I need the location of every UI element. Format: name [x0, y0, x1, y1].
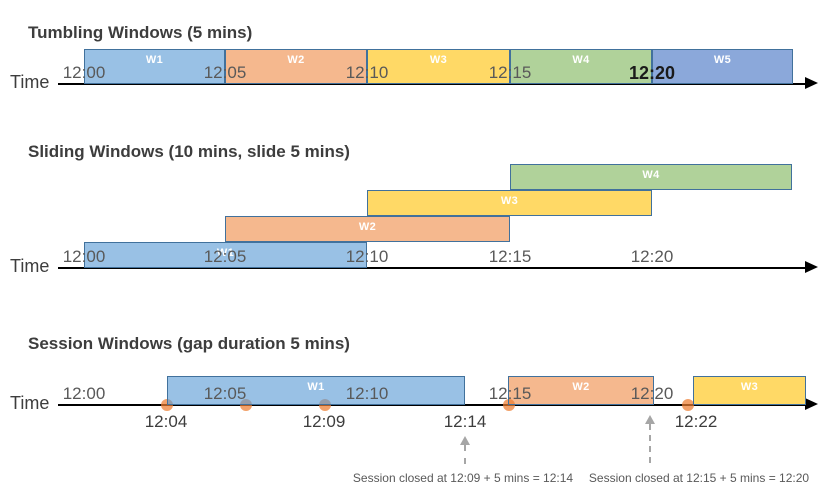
up-arrow-stem	[649, 424, 651, 463]
tick-label: 12:20	[630, 384, 674, 403]
event-time-label: 12:14	[443, 412, 487, 431]
event-time-label: 12:04	[144, 412, 188, 431]
time-axis-line-session	[58, 404, 805, 406]
session-section-title: Session Windows (gap duration 5 mins)	[28, 334, 350, 354]
up-arrow-icon	[460, 436, 470, 445]
time-axis-arrowhead-sliding	[805, 261, 818, 273]
tick-label: 12:05	[203, 247, 247, 266]
tick-label: 12:10	[345, 384, 389, 403]
tick-label: 12:20	[628, 63, 676, 83]
time-axis-arrowhead-session	[805, 398, 818, 410]
tick-label: 12:10	[345, 247, 389, 266]
window-label: W3	[500, 195, 519, 207]
session-closed-annotation: Session closed at 12:09 + 5 mins = 12:14	[352, 471, 574, 485]
window-label: W2	[287, 54, 305, 66]
window-label: W3	[429, 54, 448, 66]
window-label: W4	[642, 169, 660, 181]
window-session-w2: W2	[508, 376, 654, 405]
tick-label: 12:05	[203, 63, 247, 82]
session-closed-annotation: Session closed at 12:15 + 5 mins = 12:20	[588, 471, 810, 485]
window-tumbling-w4: W4	[510, 49, 652, 84]
time-axis-line-sliding	[58, 267, 805, 269]
tick-label: 12:15	[488, 384, 532, 403]
tick-label: 12:05	[203, 384, 247, 403]
window-label: W1	[307, 381, 325, 393]
window-sliding-w4: W4	[510, 164, 792, 190]
tick-label: 12:00	[62, 384, 106, 403]
window-tumbling-w3: W3	[367, 49, 510, 84]
up-arrow-icon	[645, 415, 655, 424]
sliding-time-axis-label: Time	[10, 256, 50, 276]
window-session-w3: W3	[693, 376, 806, 405]
sliding-section-title: Sliding Windows (10 mins, slide 5 mins)	[28, 142, 350, 162]
time-axis-arrowhead-tumbling	[805, 77, 818, 89]
tumbling-time-axis-label: Time	[10, 72, 50, 92]
up-arrow-stem	[464, 445, 466, 464]
window-tumbling-w2: W2	[225, 49, 367, 84]
window-label: W4	[572, 54, 590, 66]
tick-label: 12:00	[62, 247, 106, 266]
event-dot	[682, 399, 694, 411]
tick-label: 12:10	[345, 63, 389, 82]
window-session-w1: W1	[167, 376, 465, 405]
tick-label: 12:00	[62, 63, 106, 82]
window-tumbling-w5: W5	[652, 49, 793, 84]
window-tumbling-w1: W1	[84, 49, 225, 84]
window-label: W3	[740, 381, 759, 393]
tick-label: 12:15	[488, 63, 532, 82]
window-label: W1	[216, 247, 235, 259]
event-time-label: 12:22	[674, 412, 718, 431]
time-axis-line-tumbling	[58, 83, 805, 85]
window-label: W2	[358, 221, 377, 233]
session-time-axis-label: Time	[10, 393, 50, 413]
tick-label: 12:15	[488, 247, 532, 266]
tumbling-section-title: Tumbling Windows (5 mins)	[28, 23, 253, 43]
window-sliding-w1: W1	[84, 242, 367, 268]
window-sliding-w2: W2	[225, 216, 510, 242]
window-label: W2	[572, 381, 590, 393]
event-time-label: 12:09	[302, 412, 346, 431]
window-label: W1	[145, 54, 164, 66]
tick-label: 12:20	[630, 247, 674, 266]
window-sliding-w3: W3	[367, 190, 652, 216]
window-label: W5	[713, 54, 732, 66]
